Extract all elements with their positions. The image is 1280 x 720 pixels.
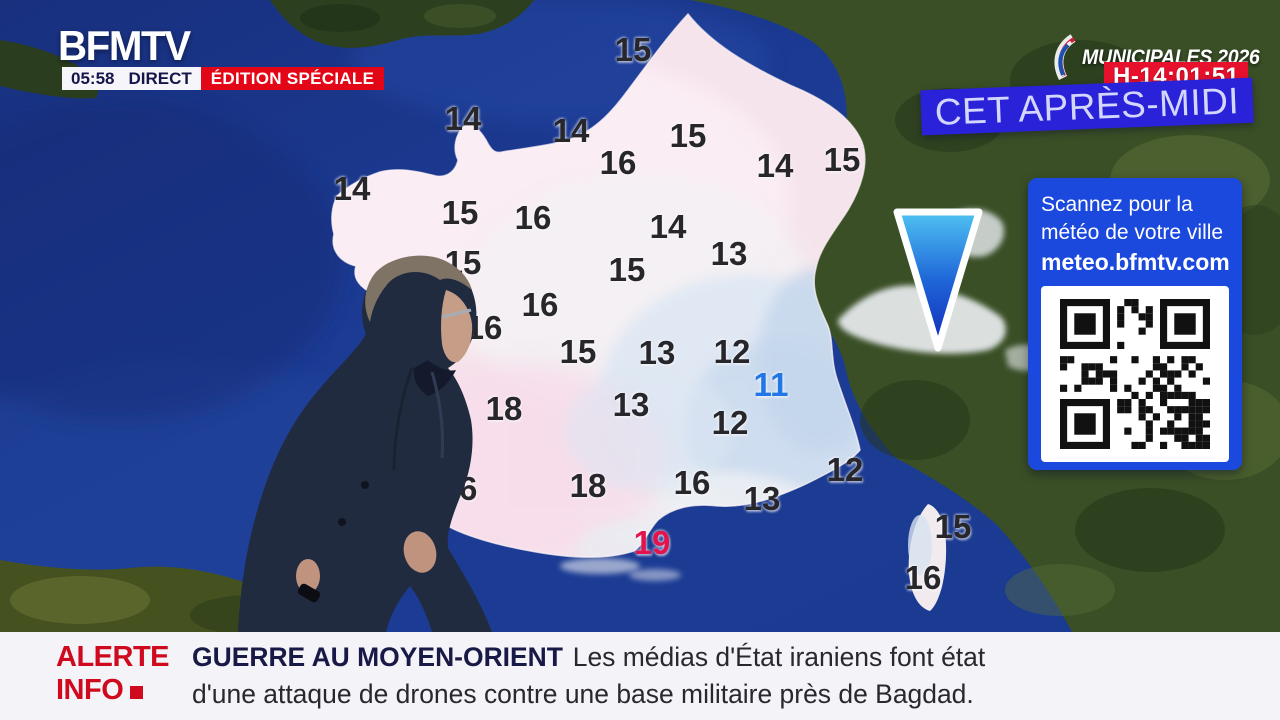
qr-url: meteo.bfmtv.com: [1041, 249, 1230, 275]
qr-code: [1041, 286, 1229, 462]
presenter-silhouette: [238, 255, 492, 632]
ticker-body-line1: Les médias d'État iraniens font état: [572, 642, 986, 672]
glasses: [441, 308, 472, 319]
info-bar: 05:58 DIRECT ÉDITION SPÉCIALE: [62, 67, 385, 90]
alerte-label: ALERTE: [56, 641, 170, 673]
cold-air-arrow: [893, 208, 983, 352]
remote-clicker: [297, 583, 321, 603]
news-ticker: ALERTE INFO GUERRE AU MOYEN-ORIENT Les mé…: [0, 632, 1280, 720]
ticker-headline: GUERRE AU MOYEN-ORIENT: [192, 642, 563, 672]
bfmtv-logo: BFMTV: [58, 22, 191, 69]
tricolor-ribbon-icon: [1054, 34, 1076, 81]
ticker-line1: GUERRE AU MOYEN-ORIENT Les médias d'État …: [192, 639, 1005, 676]
qr-text-line2: météo de votre ville: [1041, 221, 1224, 244]
clock-time: 05:58: [71, 69, 115, 88]
time-direct-box: 05:58 DIRECT: [62, 67, 201, 90]
alps-snow: [838, 285, 1006, 354]
alerte-info-badge: ALERTE INFO: [56, 641, 170, 707]
edition-speciale-badge: ÉDITION SPÉCIALE: [200, 67, 385, 90]
info-label: INFO: [56, 674, 124, 706]
england-landmass: [0, 0, 534, 99]
ticker-text: GUERRE AU MOYEN-ORIENT Les médias d'État …: [192, 639, 1005, 713]
ticker-body-line2: d'une attaque de drones contre une base …: [192, 679, 974, 709]
direct-label: DIRECT: [128, 69, 192, 88]
red-square-icon: [130, 686, 144, 699]
qr-panel: Scannez pour la météo de votre ville met…: [1028, 178, 1242, 470]
qr-text-line1: Scannez pour la: [1041, 193, 1193, 216]
